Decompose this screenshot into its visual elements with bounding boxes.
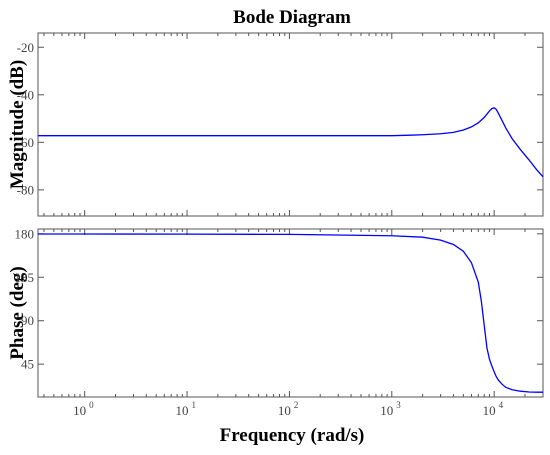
magnitude-line: [38, 107, 544, 178]
x-tick-label: 10: [483, 403, 496, 418]
y-tick-label: 45: [21, 357, 34, 372]
y-tick-label: -20: [17, 40, 34, 55]
y-tick-label: 180: [15, 226, 35, 241]
x-tick-exponent: 1: [192, 400, 197, 410]
x-tick-exponent: 3: [396, 400, 401, 410]
chart-title: Bode Diagram: [233, 7, 351, 28]
phase-axis-label: Phase (deg): [7, 266, 28, 359]
panel-magnitude: -20 -40 -60 -80: [17, 32, 544, 217]
x-tick-label: 10: [176, 403, 189, 418]
y-tick-label: -80: [17, 182, 34, 197]
y-tick-label: 90: [21, 313, 34, 328]
y-tick-label: -40: [17, 87, 34, 102]
x-tick-exponent: 0: [89, 400, 94, 410]
x-axis-label: Frequency (rad/s): [220, 425, 365, 446]
phase-line: [38, 233, 543, 393]
x-tick-label: 10: [278, 403, 291, 418]
x-tick-label: 10: [73, 403, 86, 418]
magnitude-axis-label: Magnitude (dB): [7, 60, 28, 189]
y-tick-label: 135: [15, 270, 35, 285]
x-tick-label: 10: [380, 403, 393, 418]
x-tick-exponent: 4: [499, 400, 504, 410]
plot-frame: [37, 32, 544, 217]
y-tick-label: -60: [17, 135, 34, 150]
plot-frame: [37, 228, 544, 398]
panel-phase: 180 135 90 45: [15, 226, 544, 398]
x-tick-exponent: 2: [294, 400, 299, 410]
